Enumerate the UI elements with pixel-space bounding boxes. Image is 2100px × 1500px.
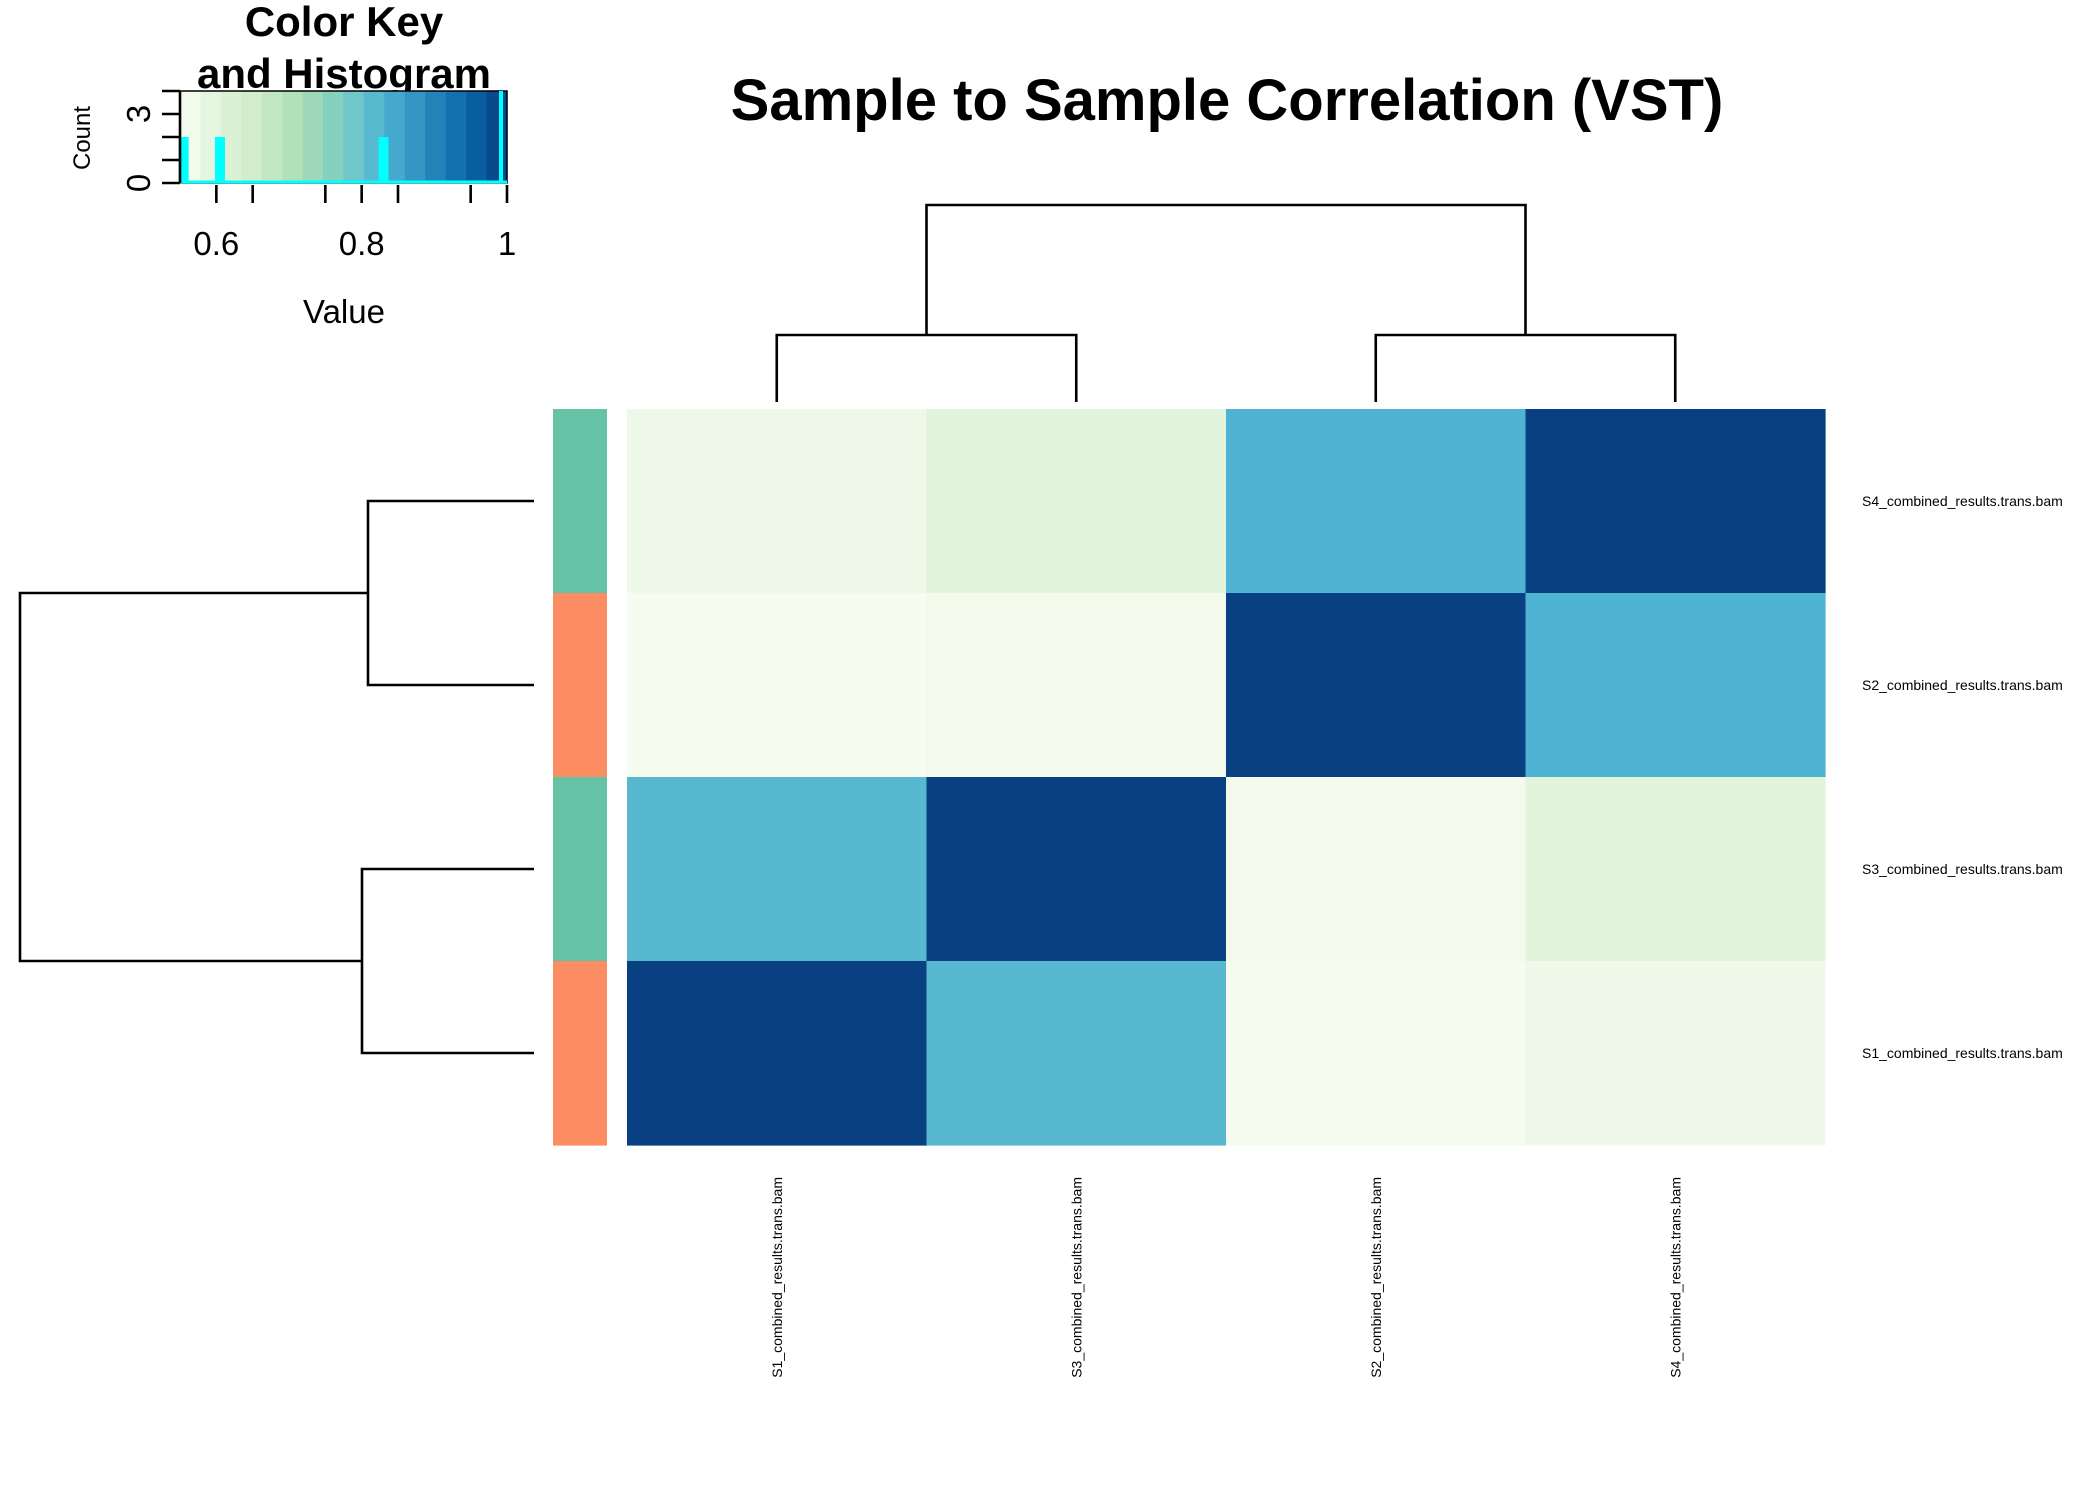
color-key-title-line1: Color Key	[245, 0, 444, 45]
column-label: S2_combined_results.trans.bam	[1368, 1177, 1384, 1378]
histogram-bar	[499, 91, 503, 183]
column-label: S4_combined_results.trans.bam	[1667, 1177, 1683, 1378]
heatmap-cell	[1226, 409, 1527, 594]
histogram-bar	[214, 137, 225, 183]
dendrogram-branch	[925, 203, 1527, 335]
row-label: S2_combined_results.trans.bam	[1862, 677, 2063, 693]
histogram-bar	[378, 137, 389, 183]
heatmap-cell	[926, 409, 1227, 594]
heatmap-cells	[627, 409, 1826, 1146]
color-key-xlabel: Value	[303, 293, 385, 330]
color-key-y-axis: 03	[120, 89, 182, 192]
heatmap-cell	[627, 777, 928, 962]
dendrogram-branch	[775, 333, 1078, 402]
color-key-xtick-label: 1	[498, 225, 516, 262]
heatmap-cell	[1226, 961, 1527, 1146]
heatmap-cell	[627, 593, 928, 778]
row-side-colors	[553, 409, 607, 1146]
color-key-swatch	[302, 91, 324, 183]
color-key-swatch	[220, 91, 242, 183]
row-label: S3_combined_results.trans.bam	[1862, 861, 2063, 877]
chart-title: Sample to Sample Correlation (VST)	[731, 68, 1724, 133]
row-side-color	[553, 961, 607, 1146]
color-key: Color Key and Histogram 0.6 0.8 1 03 Value…	[69, 0, 516, 330]
heatmap-cell	[926, 593, 1227, 778]
histogram-bar	[178, 137, 189, 183]
heatmap-cell	[1226, 593, 1527, 778]
column-label: S1_combined_results.trans.bam	[769, 1177, 785, 1378]
heatmap-cell	[627, 409, 928, 594]
color-key-swatch	[425, 91, 447, 183]
row-dendrogram	[18, 499, 534, 1055]
color-key-ytick-label: 0	[120, 174, 157, 192]
column-label: S3_combined_results.trans.bam	[1068, 1177, 1084, 1378]
row-side-color	[553, 593, 607, 778]
color-key-xtick-label: 0.6	[193, 225, 239, 262]
row-label: S4_combined_results.trans.bam	[1862, 493, 2063, 509]
color-key-xtick-label: 0.8	[339, 225, 385, 262]
dendrogram-branch	[360, 867, 534, 1055]
color-key-swatch	[445, 91, 467, 183]
heatmap-cell	[926, 777, 1227, 962]
color-key-swatch	[261, 91, 283, 183]
dendrogram-branch	[366, 499, 534, 687]
color-key-swatch	[384, 91, 406, 183]
dendrogram-branch	[18, 591, 368, 963]
color-key-swatch	[486, 91, 508, 183]
dendrogram-branch	[1374, 333, 1677, 402]
heatmap-cell	[1525, 777, 1826, 962]
column-labels: S1_combined_results.trans.bam S3_combined…	[769, 1177, 1684, 1378]
color-key-swatch	[404, 91, 426, 183]
color-key-gradient	[179, 90, 508, 184]
row-label: S1_combined_results.trans.bam	[1862, 1045, 2063, 1061]
color-key-title-line2: and Histogram	[197, 50, 491, 97]
color-key-swatch	[466, 91, 488, 183]
row-side-color	[553, 777, 607, 962]
color-key-swatch	[241, 91, 263, 183]
heatmap-cell	[1525, 593, 1826, 778]
column-dendrogram	[775, 203, 1677, 402]
color-key-swatch	[323, 91, 344, 183]
heatmap-cell	[1525, 961, 1826, 1146]
row-labels: S4_combined_results.trans.bam S2_combined…	[1862, 493, 2063, 1061]
color-key-ytick-label: 3	[120, 105, 157, 123]
heatmap-cell	[1525, 409, 1826, 594]
color-key-ylabel: Count	[69, 106, 96, 170]
heatmap-cell	[1226, 777, 1527, 962]
row-side-color	[553, 409, 607, 594]
color-key-x-axis: 0.6 0.8 1	[193, 185, 516, 262]
color-key-histogram	[178, 91, 507, 184]
color-key-swatch	[343, 91, 365, 183]
heatmap-cell	[926, 961, 1227, 1146]
heatmap-cell	[627, 961, 928, 1146]
color-key-swatch	[282, 91, 304, 183]
